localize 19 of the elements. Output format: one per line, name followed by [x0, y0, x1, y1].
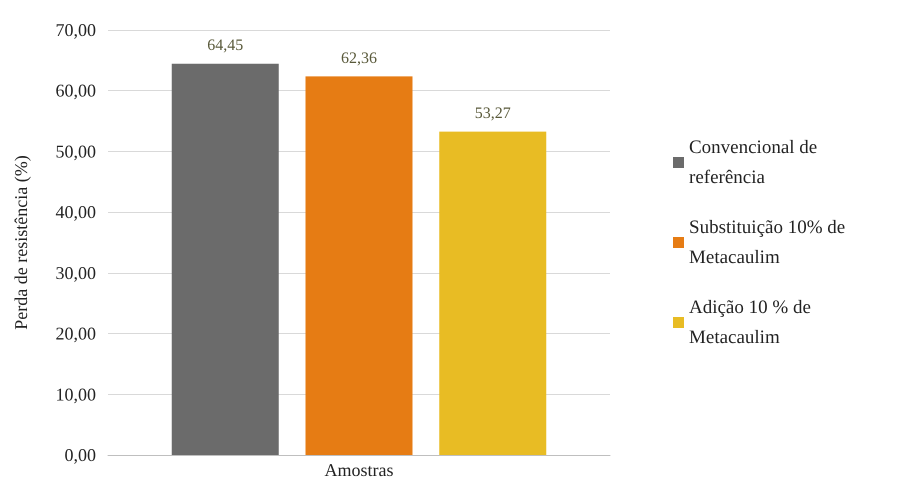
- y-tick-label: 40,00: [56, 202, 96, 222]
- data-label: 53,27: [474, 105, 511, 122]
- legend-label: Convencional de referência: [689, 137, 822, 188]
- bar: [306, 76, 412, 455]
- y-tick-label: 10,00: [56, 384, 96, 404]
- data-label: 64,45: [207, 37, 244, 54]
- legend-label: Adição 10 % de Metacaulim: [689, 297, 816, 348]
- y-axis-title: Perda de resistência (%): [11, 155, 31, 330]
- y-tick-label: 0,00: [64, 445, 96, 465]
- y-tick-label: 60,00: [56, 80, 96, 101]
- data-label: 62,36: [341, 50, 377, 67]
- bar: [172, 64, 279, 455]
- y-tick-label: 20,00: [56, 324, 96, 344]
- legend-label: Substituição 10% de Metacaulim: [689, 217, 850, 268]
- y-tick-label: 50,00: [56, 141, 96, 162]
- bar: [439, 132, 546, 455]
- x-tick-label: Amostras: [324, 460, 394, 480]
- y-tick-label: 70,00: [56, 20, 96, 40]
- y-tick-label: 30,00: [56, 262, 96, 283]
